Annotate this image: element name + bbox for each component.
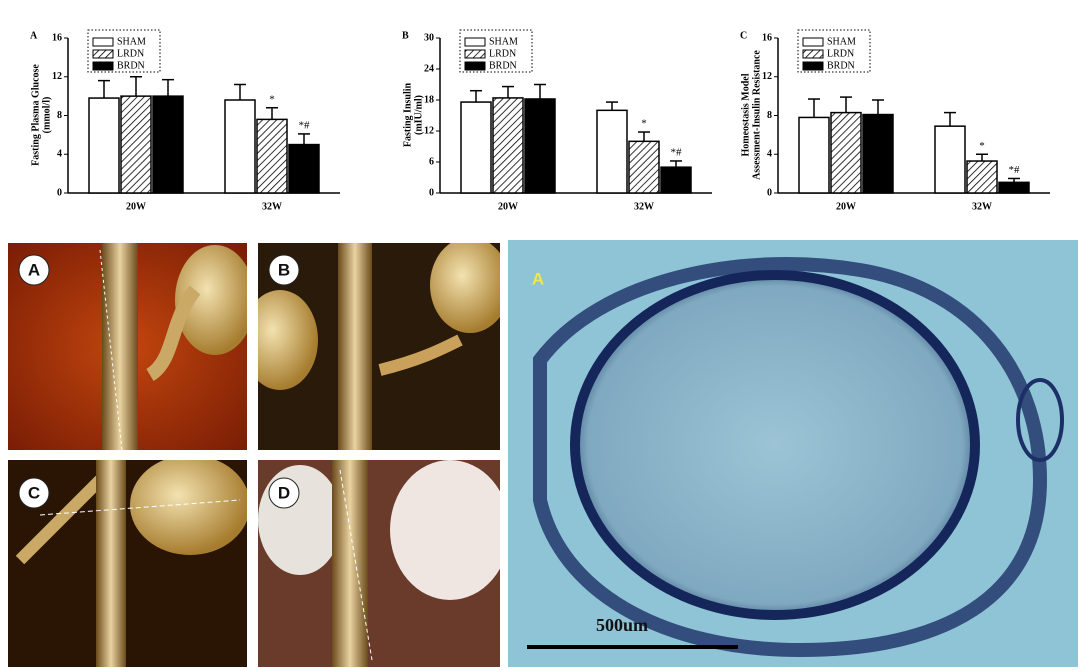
y-tick-label: 0: [429, 187, 434, 198]
bar: [288, 143, 320, 194]
bar: [120, 95, 152, 194]
x-tick-label: 20W: [498, 201, 518, 212]
x-tick-label: 32W: [262, 201, 282, 212]
significance-marker: *: [641, 118, 647, 130]
legend-label: BRDN: [489, 60, 517, 71]
ct-panel: [8, 460, 247, 667]
legend-box: [797, 29, 871, 73]
legend-label: BRDN: [827, 60, 855, 71]
bar: [492, 97, 524, 194]
y-tick-label: 30: [424, 32, 434, 43]
bar: [862, 113, 894, 194]
y-tick-label: 4: [767, 149, 772, 160]
bar: [998, 181, 1030, 194]
x-tick-label: 20W: [836, 201, 856, 212]
bar: [596, 109, 628, 194]
legend-box: [87, 29, 161, 73]
y-tick-label: 12: [52, 71, 62, 82]
bar: [256, 118, 288, 194]
bar: [460, 101, 492, 194]
x-tick-label: 32W: [634, 201, 654, 212]
ct-panel: [258, 243, 500, 450]
x-tick-label: 32W: [972, 201, 992, 212]
legend-label: BRDN: [117, 60, 145, 71]
panel-badge: [268, 477, 300, 509]
y-tick-label: 12: [762, 71, 772, 82]
legend-label: SHAM: [117, 36, 146, 47]
panel-label: A: [30, 30, 38, 41]
y-tick-label: 4: [57, 149, 62, 160]
y-axis-label: Homeostasis Model: [740, 73, 751, 156]
legend-swatch: [92, 37, 114, 47]
y-axis-label: (mmol/l): [41, 97, 52, 134]
y-tick-label: 0: [57, 187, 62, 198]
legend-swatch: [464, 61, 486, 71]
y-axis-label: Fasting Plasma Glucose: [30, 64, 41, 166]
bar: [830, 111, 862, 194]
histology-panel: [508, 240, 1078, 667]
y-tick-label: 18: [424, 94, 434, 105]
y-axis-label: Fasting Insulin: [402, 82, 413, 147]
legend-box: [459, 29, 533, 73]
ct-panel: [8, 243, 247, 450]
y-axis-label: Assessment-Insulin Resistance: [751, 50, 762, 180]
y-tick-label: 24: [424, 63, 434, 74]
legend-label: SHAM: [827, 36, 856, 47]
legend-swatch: [92, 49, 114, 59]
y-tick-label: 8: [767, 110, 772, 121]
panel-badge: [268, 254, 300, 286]
bar: [224, 99, 256, 194]
bar: [88, 97, 120, 194]
panel-label: C: [740, 30, 747, 41]
panel-badge: [18, 254, 50, 286]
panel-label: A: [28, 260, 40, 279]
legend-label: SHAM: [489, 36, 518, 47]
bar: [934, 125, 966, 194]
legend-swatch: [92, 61, 114, 71]
legend-label: LRDN: [489, 48, 516, 59]
legend-swatch: [802, 49, 824, 59]
bar: [660, 166, 692, 194]
panel-badge: [18, 477, 50, 509]
significance-marker: *#: [671, 146, 683, 158]
legend-swatch: [464, 37, 486, 47]
bar: [798, 116, 830, 194]
x-tick-label: 20W: [126, 201, 146, 212]
legend-label: LRDN: [827, 48, 854, 59]
panel-label: C: [28, 483, 40, 502]
y-tick-label: 0: [767, 187, 772, 198]
legend-label: LRDN: [117, 48, 144, 59]
y-tick-label: 16: [762, 32, 772, 43]
panel-label: B: [402, 30, 409, 41]
bar: [966, 160, 998, 194]
y-tick-label: 8: [57, 110, 62, 121]
significance-marker: *#: [1009, 164, 1021, 176]
legend-swatch: [464, 49, 486, 59]
y-tick-label: 6: [429, 156, 434, 167]
panel-label: A: [532, 269, 544, 288]
bar: [524, 98, 556, 194]
y-tick-label: 12: [424, 125, 434, 136]
significance-marker: *#: [299, 119, 311, 131]
y-axis-label: (mIU/ml): [413, 95, 424, 135]
panel-label: D: [278, 483, 290, 502]
bar: [628, 140, 660, 194]
bar: [152, 95, 184, 194]
significance-marker: *: [979, 140, 985, 152]
y-tick-label: 16: [52, 32, 62, 43]
legend-swatch: [802, 61, 824, 71]
significance-marker: *: [269, 93, 275, 105]
legend-swatch: [802, 37, 824, 47]
scale-bar-label: 500um: [596, 615, 648, 635]
panel-label: B: [278, 260, 290, 279]
